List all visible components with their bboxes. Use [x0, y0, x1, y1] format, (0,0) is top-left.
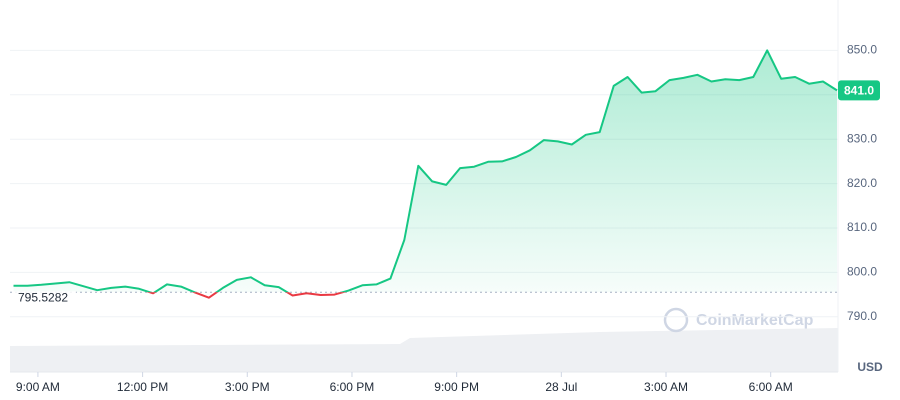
area — [13, 50, 837, 293]
y-tick-label: 830.0 — [847, 131, 877, 145]
x-tick-label: 12:00 PM — [117, 380, 168, 394]
x-tick-label: 6:00 PM — [330, 380, 375, 394]
last-price-box — [838, 80, 880, 101]
last-price-label: 841.0 — [844, 84, 874, 98]
x-tick-label: 9:00 AM — [16, 380, 60, 394]
x-tick-label: 28 Jul — [545, 380, 577, 394]
y-tick-label: 810.0 — [847, 220, 877, 234]
baseline-label: 795.5282 — [18, 290, 68, 304]
watermark: CoinMarketCap — [663, 307, 814, 333]
x-tick-label: 3:00 AM — [644, 380, 688, 394]
currency-label: USD — [857, 360, 883, 374]
watermark-text: CoinMarketCap — [696, 312, 814, 329]
x-tick-label: 6:00 AM — [749, 380, 793, 394]
x-tick-label: 3:00 PM — [225, 380, 270, 394]
line-up — [13, 49, 838, 293]
line-down — [146, 292, 347, 299]
y-tick-label: 820.0 — [847, 176, 877, 190]
y-tick-label: 790.0 — [847, 309, 877, 323]
y-tick-label: 850.0 — [847, 43, 877, 57]
y-tick-label: 800.0 — [847, 265, 877, 279]
x-tick-label: 9:00 PM — [434, 380, 479, 394]
volume-band — [10, 328, 838, 372]
watermark-logo — [663, 307, 689, 333]
baseline-label-box — [12, 291, 76, 306]
